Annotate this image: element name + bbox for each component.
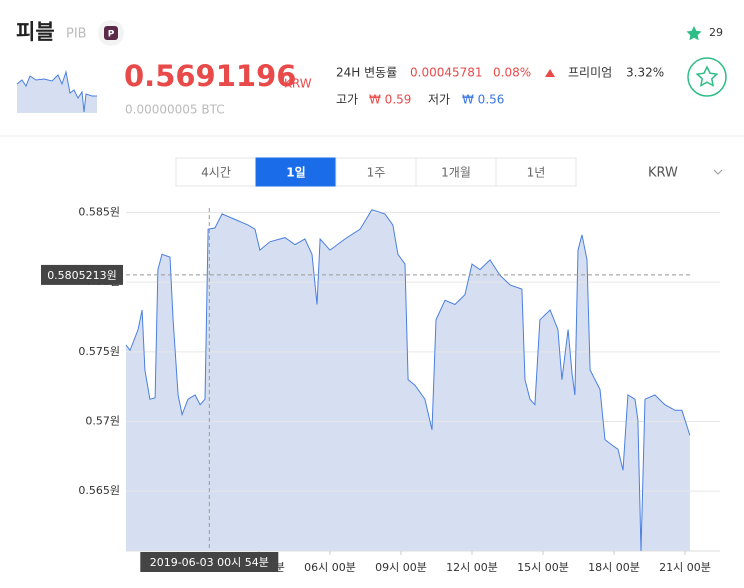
- favorite-count: 29: [709, 26, 723, 39]
- price: 0.5691196: [124, 59, 296, 93]
- low-value: ₩ 0.56: [462, 93, 504, 107]
- coin-symbol: PIB: [66, 27, 87, 42]
- premium-label: 프리미엄: [568, 66, 612, 80]
- svg-text:P: P: [108, 30, 115, 40]
- change-value: 0.00045781: [410, 66, 483, 80]
- sparkline: [16, 70, 97, 113]
- btc-price: 0.00000005 BTC: [125, 103, 225, 117]
- tab-button[interactable]: [175, 157, 257, 187]
- x-tick-label: 12시 00분: [446, 561, 498, 574]
- premium-value: 3.32%: [626, 66, 664, 80]
- area-fill: [126, 209, 690, 551]
- favorite-button[interactable]: [687, 57, 727, 97]
- favorite-star: [686, 26, 702, 41]
- tab-label[interactable]: 1년: [527, 166, 546, 180]
- x-tick-label: 15시 00분: [517, 561, 569, 574]
- low-label: 저가: [428, 93, 450, 107]
- y-tick-label: 0.565원: [78, 484, 120, 497]
- y-tick-label: 0.585원: [78, 206, 120, 219]
- crosshair-x-box: [140, 552, 279, 572]
- crosshair-x-label: 2019-06-03 00시 54분: [150, 556, 269, 569]
- up-arrow: [545, 69, 555, 77]
- tab-label[interactable]: 1주: [367, 166, 386, 180]
- tab-label[interactable]: 1일: [286, 166, 305, 180]
- high-label: 고가: [336, 93, 358, 107]
- crosshair-y-label: 0.5805213원: [47, 269, 117, 282]
- tab-button[interactable]: [415, 157, 497, 187]
- tab-label[interactable]: 4시간: [201, 166, 231, 180]
- tabs: 4시간 1일 1주 1개월 1년: [175, 157, 577, 187]
- y-tick-label: 0.575원: [78, 345, 120, 358]
- crosshair-y-box: [41, 264, 123, 285]
- y-tick-label: 0.57원: [85, 414, 120, 427]
- x-tick-label: 21시 00분: [659, 561, 711, 574]
- coin-icon: P: [98, 20, 124, 46]
- change-label: 24H 변동률: [336, 66, 397, 80]
- currency-select[interactable]: KRW: [648, 166, 678, 181]
- tab-button[interactable]: [255, 157, 337, 187]
- x-tick-label: 09시 00분: [375, 561, 427, 574]
- tab-button[interactable]: [335, 157, 417, 187]
- change-percent: 0.08%: [493, 66, 531, 80]
- dropdown-chevron[interactable]: [713, 169, 723, 175]
- price-currency: KRW: [284, 77, 312, 91]
- tab-label[interactable]: 1개월: [441, 166, 471, 180]
- high-value: ₩ 0.59: [369, 93, 411, 107]
- coin-name: 피블: [16, 20, 55, 44]
- x-tick-label: 18시 00분: [588, 561, 640, 574]
- price-line: [125, 209, 691, 552]
- tab-button[interactable]: [495, 157, 577, 187]
- x-tick-label: 06시 00분: [304, 561, 356, 574]
